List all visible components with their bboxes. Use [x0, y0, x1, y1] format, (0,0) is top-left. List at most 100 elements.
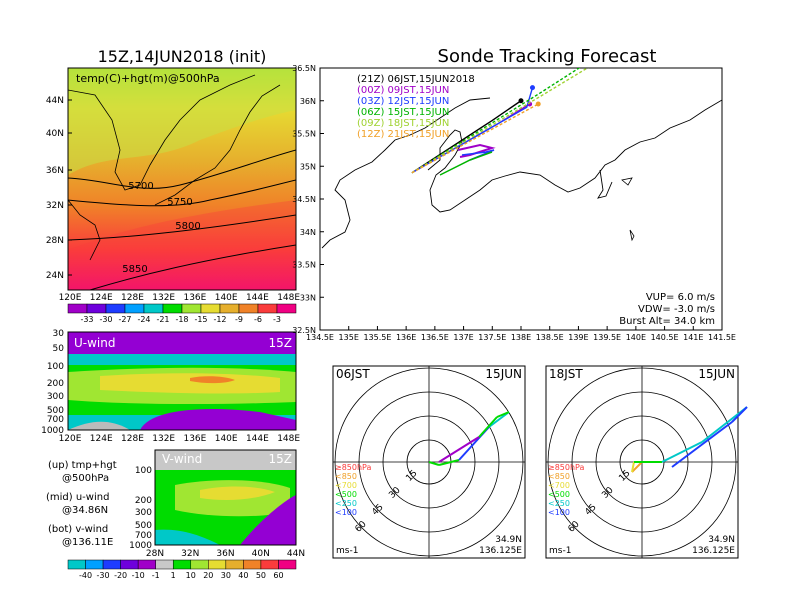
forecast-lon-tick: 136E [396, 333, 416, 342]
vwind-pressure-tick: 500 [135, 521, 152, 531]
wind-colorbar-label: 60 [273, 571, 283, 580]
temp-colorbar-label: -12 [213, 315, 226, 324]
map-lon-tick: 132E [152, 293, 175, 303]
launch-legend-item: (21Z) 06JST,15JUN2018 [357, 74, 475, 85]
uwind-pressure-tick: 30 [53, 329, 65, 339]
uwind-time: 15Z [269, 336, 293, 350]
japan-outline [154, 84, 281, 206]
map-lon-tick: 148E [277, 293, 300, 303]
descent-path [439, 151, 493, 176]
forecast-lon-tick: 138.5E [536, 333, 564, 342]
sonde-track [411, 87, 534, 174]
launch-legend-item: (09Z) 18JST,15JUN [357, 118, 449, 129]
uwind-core [190, 376, 235, 384]
forecast-lon-tick: 136.5E [421, 333, 449, 342]
contour-labels: 5700 5750 5800 5850 [122, 181, 200, 275]
wind-colorbar: -40 -30 -20 -10 -1 1 10 20 30 40 50 60 [67, 559, 297, 580]
forecast-lon-tick: 134.5E [306, 333, 334, 342]
forecast-lon-tick: 141E [683, 333, 703, 342]
temp-colorbar-label: -6 [254, 315, 262, 324]
temp-colorbar-swatch [200, 303, 221, 314]
forecast-lat-tick: 35N [300, 162, 316, 171]
uwind-lon-tick: 136E [183, 434, 206, 444]
temp-colorbar-swatch [238, 303, 259, 314]
panel-legend-line: (mid) u-wind [46, 492, 109, 503]
contour-5850 [89, 244, 296, 290]
pressure-legend-item: ≥850hPa [335, 463, 372, 472]
pressure-legend-item: <700 [335, 481, 357, 490]
uwind-weak [68, 354, 296, 365]
forecast-title: Sonde Tracking Forecast [438, 46, 657, 67]
vwind-strato [155, 450, 296, 470]
temp-map-label: temp(C)+hgt(m)@500hPa [76, 72, 220, 85]
forecast-lon-tick: 140E [626, 333, 646, 342]
uwind-terrain [68, 421, 130, 430]
uwind-pressure-tick: 300 [47, 392, 64, 402]
sonde-track [411, 103, 539, 174]
wind-vector-segment [671, 421, 733, 468]
pressure-legend-item: <700 [548, 481, 570, 490]
wind-vector-segment [661, 441, 703, 463]
map-lat-tick: 28N [46, 236, 64, 246]
uwind-lon-tick: 140E [215, 434, 238, 444]
wind-colorbar-swatch [137, 559, 156, 570]
pressure-legend-item: ≥850hPa [548, 463, 585, 472]
landing-point [518, 98, 524, 104]
forecast-lat-tick: 33N [300, 293, 316, 302]
uwind-pressure-tick: 1000 [41, 426, 64, 436]
temp-colorbar-swatch [105, 303, 126, 314]
map-lat-tick: 44N [46, 96, 64, 106]
pressure-legend-item: <500 [548, 490, 570, 499]
coastline [68, 74, 256, 191]
wind-colorbar-label: -1 [152, 571, 160, 580]
temp-colorbar-label: -15 [194, 315, 207, 324]
honshu-south-coast [427, 99, 722, 213]
wind-colorbar-swatch [102, 559, 121, 570]
uwind-lon-tick: 124E [90, 434, 113, 444]
contour-5800 [68, 214, 296, 241]
contour-label: 5700 [128, 181, 153, 192]
vwind-surface [155, 529, 220, 545]
hodograph-time: 18JST [549, 367, 583, 381]
wind-colorbar-swatch [120, 559, 139, 570]
wind-colorbar-swatch [278, 559, 297, 570]
panel-legend-line: @34.86N [62, 505, 108, 516]
vwind-pressure-tick: 100 [135, 466, 152, 476]
forecast-lon-tick: 139.5E [593, 333, 621, 342]
uwind-pressure-tick: 100 [47, 362, 64, 372]
temp-colorbar-label: -27 [118, 315, 131, 324]
uwind-lon-tick: 144E [246, 434, 269, 444]
temp-colorbar-swatch [86, 303, 107, 314]
forecast-lat-tick: 34.5N [292, 195, 316, 204]
forecast-lon-tick: 137.5E [478, 333, 506, 342]
temp-colorbar-swatch [67, 303, 88, 314]
vwind-label: V-wind [162, 452, 202, 466]
uwind-lon-tick: 128E [121, 434, 144, 444]
vwind-jet [200, 486, 275, 500]
forecast-frame [319, 67, 723, 331]
vwind-northerly [240, 495, 296, 545]
map-lon-tick: 128E [121, 293, 144, 303]
contour-label: 5850 [122, 264, 147, 275]
wind-colorbar-swatch [172, 559, 192, 570]
vwind-lat-tick: 28N [146, 549, 164, 559]
vwind-lat-tick: 44N [287, 549, 305, 559]
temp-map-frame [67, 67, 297, 291]
contour-5700 [68, 149, 296, 189]
forecast-lon-ticks: 134.5E 135E 135.5E 136E 136.5E 137E 137.5E 138E… [306, 326, 736, 342]
panel-legend-line: (bot) v-wind [48, 524, 108, 535]
launch-legend-item: (00Z) 09JST,15JUN [357, 85, 449, 96]
temp-colorbar-swatch [143, 303, 164, 314]
izu-peninsula [597, 169, 613, 199]
vwind-lat-tick: 36N [216, 549, 234, 559]
vwind-pressure-tick: 300 [135, 508, 152, 518]
vwind-time: 15Z [269, 452, 293, 466]
forecast-lat-tick: 32.5N [292, 326, 316, 335]
forecast-coast [321, 97, 722, 249]
